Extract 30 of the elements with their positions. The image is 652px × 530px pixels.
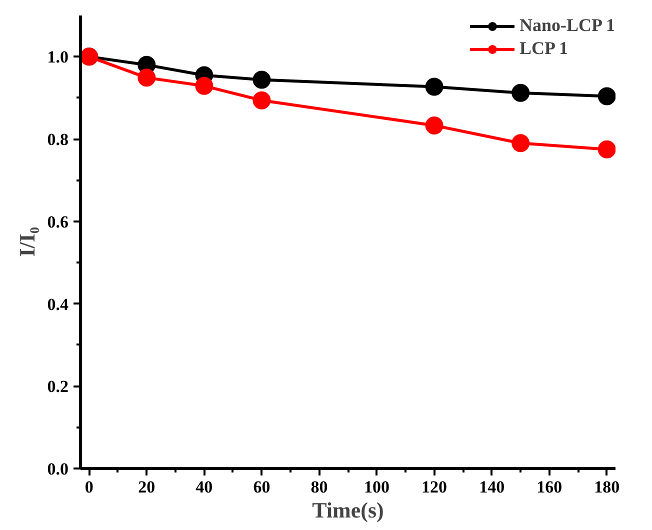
point xyxy=(425,78,444,96)
point xyxy=(598,87,616,106)
x-tick-label: 0 xyxy=(84,478,94,496)
x-tick-label: 160 xyxy=(536,478,562,496)
y-tick-label: 0.8 xyxy=(47,130,68,150)
x-tick-label: 120 xyxy=(422,478,448,496)
x-tick-label: 100 xyxy=(364,478,390,496)
point xyxy=(138,68,156,87)
legend-label: Nano-LCP 1 xyxy=(519,15,615,36)
x-axis-title: Time(s) xyxy=(312,498,384,522)
x-tick-label: 180 xyxy=(594,478,620,496)
y-tick-label: 0.4 xyxy=(47,294,69,314)
y-tick-label: 0.2 xyxy=(47,377,68,396)
legend-label: LCP 1 xyxy=(519,38,568,59)
x-tick-label: 140 xyxy=(479,478,505,496)
point xyxy=(512,134,530,152)
point xyxy=(252,91,271,110)
x-tick-label: 80 xyxy=(310,478,328,496)
y-tick-label: 1.0 xyxy=(47,48,68,67)
point xyxy=(252,70,271,89)
y-axis-title: I/I₀ xyxy=(14,226,40,257)
point xyxy=(598,140,616,158)
y-tick-label: 0.6 xyxy=(47,212,68,232)
y-tick-label: 0.0 xyxy=(47,460,68,478)
point xyxy=(195,76,214,95)
x-tick-label: 60 xyxy=(253,478,270,496)
point xyxy=(425,116,444,134)
x-tick-label: 40 xyxy=(196,478,213,496)
point xyxy=(512,84,530,102)
x-tick-label: 20 xyxy=(138,478,156,496)
